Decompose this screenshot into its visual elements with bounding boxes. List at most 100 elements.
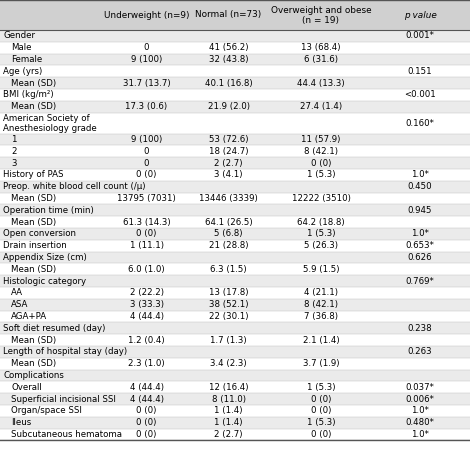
Bar <box>0 77 470 89</box>
Text: 7 (36.8): 7 (36.8) <box>304 312 338 321</box>
Bar <box>0 0 470 30</box>
Text: 0.769*: 0.769* <box>406 277 434 285</box>
Text: 0.263: 0.263 <box>407 347 432 356</box>
Text: 4 (44.4): 4 (44.4) <box>130 383 164 392</box>
Text: 0 (0): 0 (0) <box>311 395 331 403</box>
Text: 18 (24.7): 18 (24.7) <box>209 147 248 156</box>
Text: 1 (11.1): 1 (11.1) <box>130 241 164 250</box>
Text: 0 (0): 0 (0) <box>311 406 331 415</box>
Text: 1 (5.3): 1 (5.3) <box>307 230 335 238</box>
Text: 8 (42.1): 8 (42.1) <box>304 147 338 156</box>
Bar <box>0 252 470 263</box>
Bar <box>0 240 470 252</box>
Text: 1.0*: 1.0* <box>411 430 429 439</box>
Text: AGA+PA: AGA+PA <box>11 312 47 321</box>
Text: 1 (5.3): 1 (5.3) <box>307 418 335 427</box>
Text: 0: 0 <box>144 159 149 168</box>
Text: 9 (100): 9 (100) <box>131 55 162 64</box>
Text: <0.001: <0.001 <box>404 90 436 100</box>
Bar <box>0 263 470 275</box>
Text: AA: AA <box>11 288 23 297</box>
Bar <box>0 417 470 429</box>
Text: 64.2 (18.8): 64.2 (18.8) <box>297 218 345 227</box>
Bar <box>0 358 470 369</box>
Bar <box>0 157 470 169</box>
Bar <box>0 322 470 334</box>
Text: Mean (SD): Mean (SD) <box>11 359 56 368</box>
Bar <box>0 405 470 417</box>
Text: Anesthesiology grade: Anesthesiology grade <box>3 123 97 133</box>
Text: (n = 19): (n = 19) <box>303 16 339 24</box>
Text: 0 (0): 0 (0) <box>136 430 157 439</box>
Text: 0 (0): 0 (0) <box>136 406 157 415</box>
Text: 1 (5.3): 1 (5.3) <box>307 383 335 392</box>
Text: 6.3 (1.5): 6.3 (1.5) <box>210 265 247 274</box>
Text: Operation time (min): Operation time (min) <box>3 206 94 215</box>
Bar <box>0 134 470 146</box>
Text: Subcutaneous hematoma: Subcutaneous hematoma <box>11 430 122 439</box>
Text: 13 (68.4): 13 (68.4) <box>301 43 341 52</box>
Text: 11 (57.9): 11 (57.9) <box>301 135 341 144</box>
Text: 1 (1.4): 1 (1.4) <box>214 406 243 415</box>
Text: 3 (33.3): 3 (33.3) <box>130 300 164 309</box>
Text: 0 (0): 0 (0) <box>136 170 157 179</box>
Bar <box>0 287 470 299</box>
Text: Mean (SD): Mean (SD) <box>11 194 56 203</box>
Text: 21.9 (2.0): 21.9 (2.0) <box>207 102 250 111</box>
Text: Female: Female <box>11 55 42 64</box>
Bar <box>0 169 470 181</box>
Text: BMI (kg/m²): BMI (kg/m²) <box>3 90 54 100</box>
Text: 17.3 (0.6): 17.3 (0.6) <box>125 102 168 111</box>
Text: 0.037*: 0.037* <box>406 383 434 392</box>
Text: 1 (5.3): 1 (5.3) <box>307 170 335 179</box>
Text: p value: p value <box>404 11 437 19</box>
Text: 1: 1 <box>11 135 16 144</box>
Text: History of PAS: History of PAS <box>3 170 63 179</box>
Text: 2.1 (1.4): 2.1 (1.4) <box>303 336 339 345</box>
Text: 0.001*: 0.001* <box>406 31 434 40</box>
Bar <box>0 30 470 42</box>
Text: 13446 (3339): 13446 (3339) <box>199 194 258 203</box>
Text: Mean (SD): Mean (SD) <box>11 78 56 88</box>
Text: 0: 0 <box>144 147 149 156</box>
Text: 6.0 (1.0): 6.0 (1.0) <box>128 265 165 274</box>
Text: 38 (52.1): 38 (52.1) <box>209 300 248 309</box>
Text: Soft diet resumed (day): Soft diet resumed (day) <box>3 324 105 333</box>
Bar <box>0 65 470 77</box>
Bar <box>0 381 470 393</box>
Text: 64.1 (26.5): 64.1 (26.5) <box>205 218 252 227</box>
Bar <box>0 204 470 216</box>
Text: 0 (0): 0 (0) <box>311 159 331 168</box>
Text: Mean (SD): Mean (SD) <box>11 265 56 274</box>
Text: 1.0*: 1.0* <box>411 406 429 415</box>
Text: 0.626: 0.626 <box>407 253 432 262</box>
Text: 0.151: 0.151 <box>407 67 432 76</box>
Text: 2 (2.7): 2 (2.7) <box>214 159 243 168</box>
Text: 13795 (7031): 13795 (7031) <box>117 194 176 203</box>
Text: 0.238: 0.238 <box>407 324 432 333</box>
Text: 6 (31.6): 6 (31.6) <box>304 55 338 64</box>
Text: Histologic category: Histologic category <box>3 277 86 285</box>
Text: 12 (16.4): 12 (16.4) <box>209 383 248 392</box>
Bar <box>0 216 470 228</box>
Text: Underweight (n=9): Underweight (n=9) <box>104 11 189 19</box>
Text: 5 (6.8): 5 (6.8) <box>214 230 243 238</box>
Text: Overall: Overall <box>11 383 42 392</box>
Bar <box>0 228 470 240</box>
Text: Open conversion: Open conversion <box>3 230 76 238</box>
Text: 4 (44.4): 4 (44.4) <box>130 312 164 321</box>
Text: 0: 0 <box>144 43 149 52</box>
Bar <box>0 181 470 193</box>
Bar <box>0 334 470 346</box>
Bar <box>0 42 470 54</box>
Bar <box>0 346 470 358</box>
Text: Male: Male <box>11 43 31 52</box>
Text: 0.160*: 0.160* <box>406 118 434 128</box>
Text: 4 (21.1): 4 (21.1) <box>304 288 338 297</box>
Text: 0 (0): 0 (0) <box>311 430 331 439</box>
Text: 3: 3 <box>11 159 16 168</box>
Text: Complications: Complications <box>3 371 64 380</box>
Text: 27.4 (1.4): 27.4 (1.4) <box>300 102 342 111</box>
Text: Mean (SD): Mean (SD) <box>11 102 56 111</box>
Bar <box>0 393 470 405</box>
